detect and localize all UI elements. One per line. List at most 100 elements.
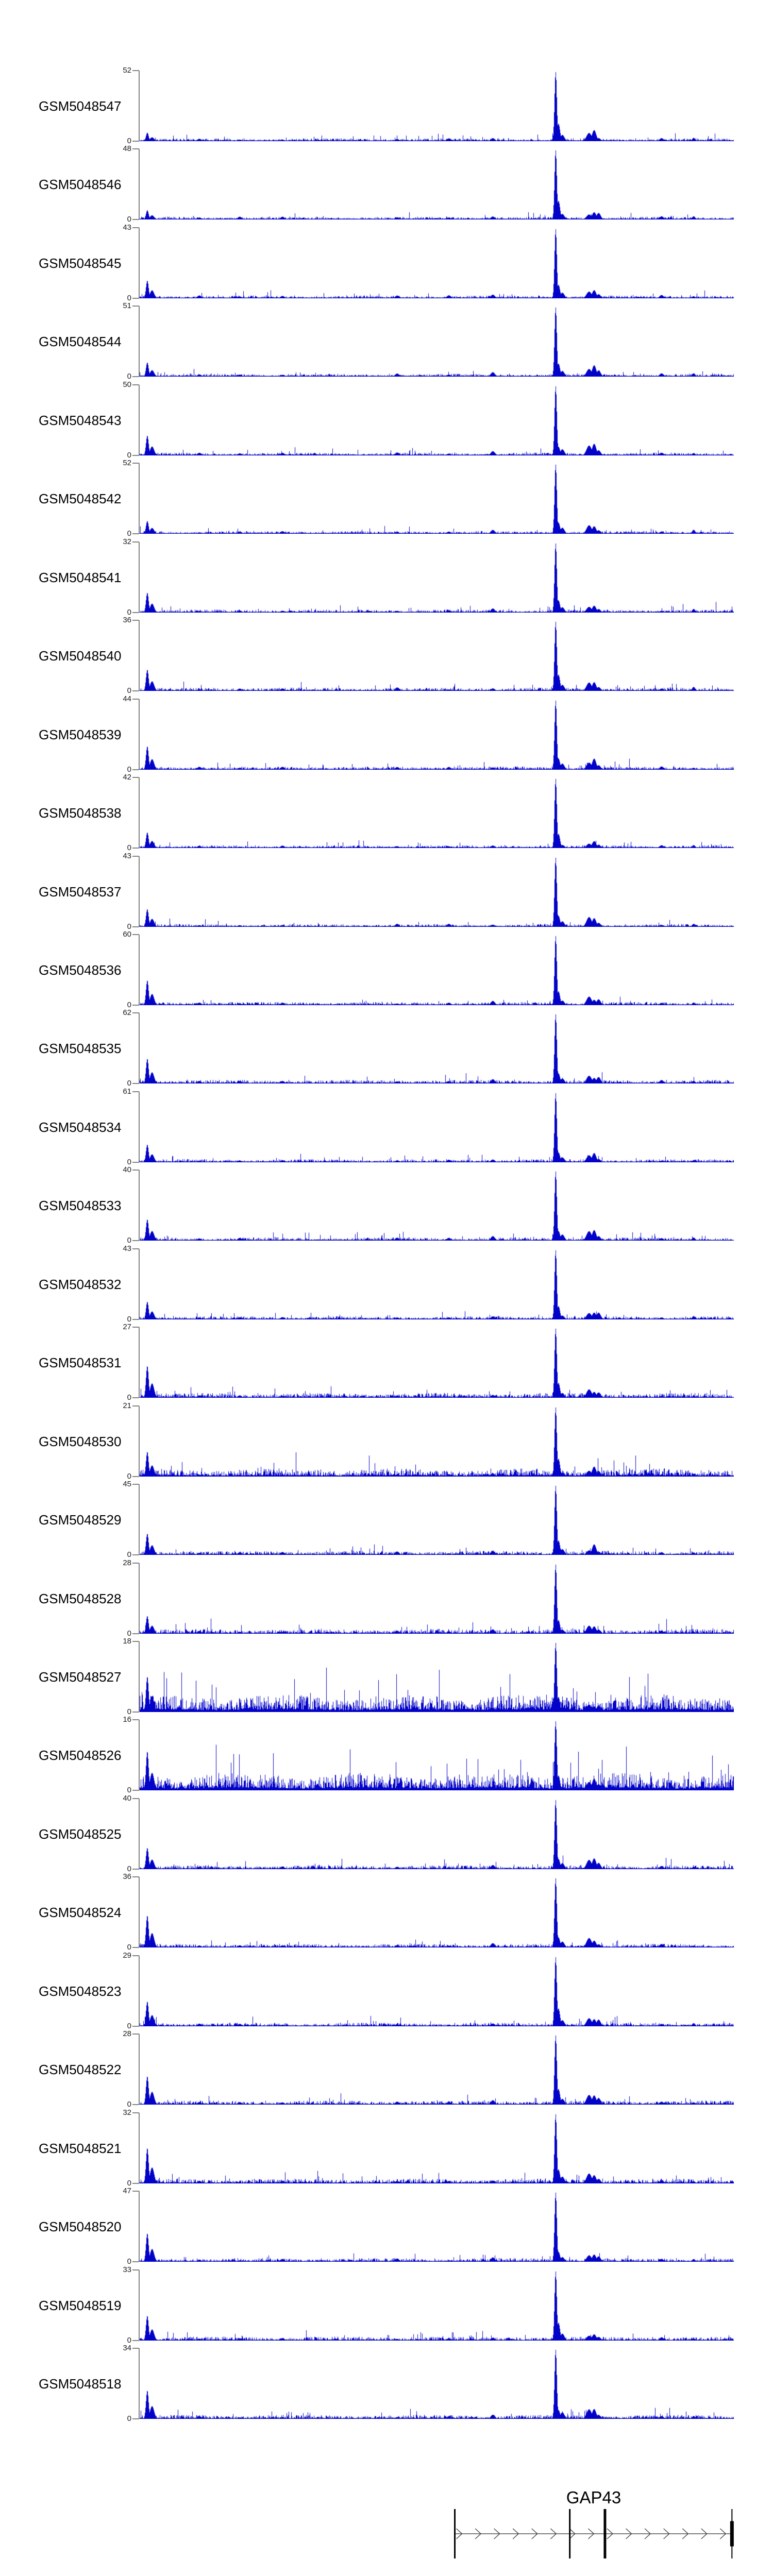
y-axis-line <box>139 1406 140 1477</box>
signal-track-row: GSM5048544 51 0 <box>0 301 773 381</box>
y-axis-tick <box>132 690 139 691</box>
sample-label: GSM5048542 <box>39 491 122 506</box>
signal-track-row: GSM5048521 32 0 <box>0 2108 773 2188</box>
exon-bar <box>569 2509 571 2558</box>
sample-label: GSM5048531 <box>39 1355 122 1370</box>
strand-direction-chevron-icon <box>607 2528 614 2539</box>
y-axis-tick <box>132 376 139 377</box>
signal-track-row: GSM5048539 44 0 <box>0 694 773 774</box>
y-max-label: 61 <box>123 1087 131 1096</box>
signal-track-row: GSM5048527 18 0 <box>0 1637 773 1716</box>
y-axis-tick <box>132 620 139 621</box>
y-max-label: 62 <box>123 1008 131 1017</box>
signal-track-row: GSM5048537 43 0 <box>0 852 773 931</box>
y-zero-label: 0 <box>127 294 131 302</box>
strand-direction-chevron-icon <box>626 2528 632 2539</box>
y-axis-tick <box>132 1554 139 1555</box>
y-axis-line <box>139 2034 140 2105</box>
signal-track-row: GSM5048519 33 0 <box>0 2265 773 2345</box>
y-axis-tick <box>132 856 139 857</box>
y-max-label: 36 <box>123 616 131 624</box>
y-axis-tick <box>132 141 139 142</box>
signal-area <box>140 228 734 298</box>
sample-label: GSM5048538 <box>39 805 122 821</box>
y-axis-tick <box>132 699 139 700</box>
y-max-label: 16 <box>123 1715 131 1724</box>
y-zero-label: 0 <box>127 1236 131 1245</box>
signal-area <box>140 1484 734 1555</box>
strand-direction-chevron-icon <box>701 2528 708 2539</box>
y-zero-label: 0 <box>127 451 131 460</box>
y-axis-tick <box>132 848 139 849</box>
signal-area <box>140 1877 734 1947</box>
signal-track-row: GSM5048518 34 0 <box>0 2344 773 2423</box>
y-zero-label: 0 <box>127 2179 131 2188</box>
strand-direction-chevron-icon <box>719 2528 727 2539</box>
y-axis-tick <box>132 463 139 464</box>
y-axis-tick <box>132 926 139 927</box>
y-axis-line <box>139 1484 140 1555</box>
y-axis-tick <box>132 1719 139 1720</box>
sample-label: GSM5048536 <box>39 962 122 978</box>
y-max-label: 28 <box>123 1558 131 1567</box>
sample-label: GSM5048541 <box>39 570 122 585</box>
y-axis-tick <box>132 1319 139 1320</box>
y-zero-label: 0 <box>127 2100 131 2109</box>
y-max-label: 27 <box>123 1323 131 1331</box>
y-max-label: 32 <box>123 2108 131 2117</box>
signal-area <box>140 699 734 770</box>
sample-label: GSM5048544 <box>39 334 122 349</box>
y-axis-tick <box>132 533 139 534</box>
y-axis-tick <box>132 1327 139 1328</box>
y-max-label: 43 <box>123 852 131 860</box>
gene-model <box>454 2509 734 2558</box>
strand-direction-chevron-icon <box>644 2528 651 2539</box>
strand-direction-chevron-icon <box>456 2528 463 2539</box>
sample-label: GSM5048525 <box>39 1826 122 1842</box>
y-zero-label: 0 <box>127 922 131 931</box>
sample-label: GSM5048545 <box>39 256 122 271</box>
y-axis-tick <box>132 1476 139 1477</box>
y-axis-tick <box>132 1484 139 1485</box>
signal-area <box>140 1956 734 2026</box>
sample-label: GSM5048547 <box>39 98 122 114</box>
y-max-label: 40 <box>123 1794 131 1803</box>
y-max-label: 51 <box>123 301 131 310</box>
signal-track-row: GSM5048526 16 0 <box>0 1715 773 1794</box>
sample-label: GSM5048518 <box>39 2376 122 2392</box>
y-axis-tick <box>132 1955 139 1956</box>
y-zero-label: 0 <box>127 372 131 381</box>
y-zero-label: 0 <box>127 215 131 224</box>
signal-area <box>140 1327 734 1398</box>
signal-track-row: GSM5048524 36 0 <box>0 1872 773 1952</box>
y-axis-tick <box>132 298 139 299</box>
y-max-label: 40 <box>123 1165 131 1174</box>
y-max-label: 47 <box>123 2187 131 2195</box>
y-zero-label: 0 <box>127 1315 131 1324</box>
y-zero-label: 0 <box>127 1707 131 1716</box>
y-axis-line <box>139 463 140 534</box>
exon-end-box <box>730 2521 734 2547</box>
exon-bar <box>454 2509 456 2558</box>
y-max-label: 43 <box>123 1244 131 1253</box>
signal-track-row: GSM5048545 43 0 <box>0 223 773 302</box>
signal-area <box>140 542 734 613</box>
signal-area <box>140 1563 734 1634</box>
signal-area <box>140 935 734 1005</box>
signal-area <box>140 385 734 455</box>
y-max-label: 36 <box>123 1872 131 1881</box>
y-axis-line <box>139 1877 140 1947</box>
y-axis-tick <box>132 541 139 543</box>
strand-direction-chevron-icon <box>569 2528 576 2539</box>
y-max-label: 43 <box>123 223 131 232</box>
signal-area <box>140 620 734 691</box>
y-axis-tick <box>132 2348 139 2349</box>
strand-direction-chevron-icon <box>475 2528 482 2539</box>
y-axis-tick <box>132 1798 139 1799</box>
sample-label: GSM5048532 <box>39 1277 122 1292</box>
y-max-label: 28 <box>123 2029 131 2038</box>
signal-track-row: GSM5048540 36 0 <box>0 616 773 695</box>
y-axis-tick <box>132 2183 139 2184</box>
y-axis-tick <box>132 1012 139 1013</box>
signal-track-row: GSM5048529 45 0 <box>0 1480 773 1559</box>
